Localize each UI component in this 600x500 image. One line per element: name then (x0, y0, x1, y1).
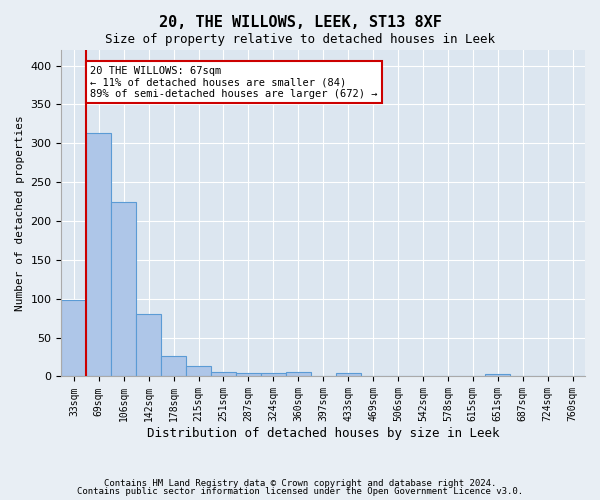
Bar (161, 356, 186, 376)
X-axis label: Distribution of detached houses by size in Leek: Distribution of detached houses by size … (147, 427, 499, 440)
Y-axis label: Number of detached properties: Number of detached properties (15, 116, 25, 311)
Text: Contains public sector information licensed under the Open Government Licence v3: Contains public sector information licen… (77, 487, 523, 496)
Text: 20, THE WILLOWS, LEEK, ST13 8XF: 20, THE WILLOWS, LEEK, ST13 8XF (158, 15, 442, 30)
Bar (261, 374, 286, 376)
Bar (335, 374, 361, 376)
Bar (186, 366, 211, 376)
Bar (236, 374, 261, 376)
Bar (86, 133, 111, 376)
Bar (286, 372, 311, 376)
Bar (211, 372, 236, 376)
Text: Contains HM Land Registry data © Crown copyright and database right 2024.: Contains HM Land Registry data © Crown c… (104, 478, 496, 488)
Text: Size of property relative to detached houses in Leek: Size of property relative to detached ho… (105, 32, 495, 46)
Bar (61, 300, 86, 376)
Bar (111, 202, 136, 376)
Text: 20 THE WILLOWS: 67sqm
← 11% of detached houses are smaller (84)
89% of semi-deta: 20 THE WILLOWS: 67sqm ← 11% of detached … (90, 66, 377, 98)
Bar (136, 314, 161, 376)
Bar (485, 374, 510, 376)
